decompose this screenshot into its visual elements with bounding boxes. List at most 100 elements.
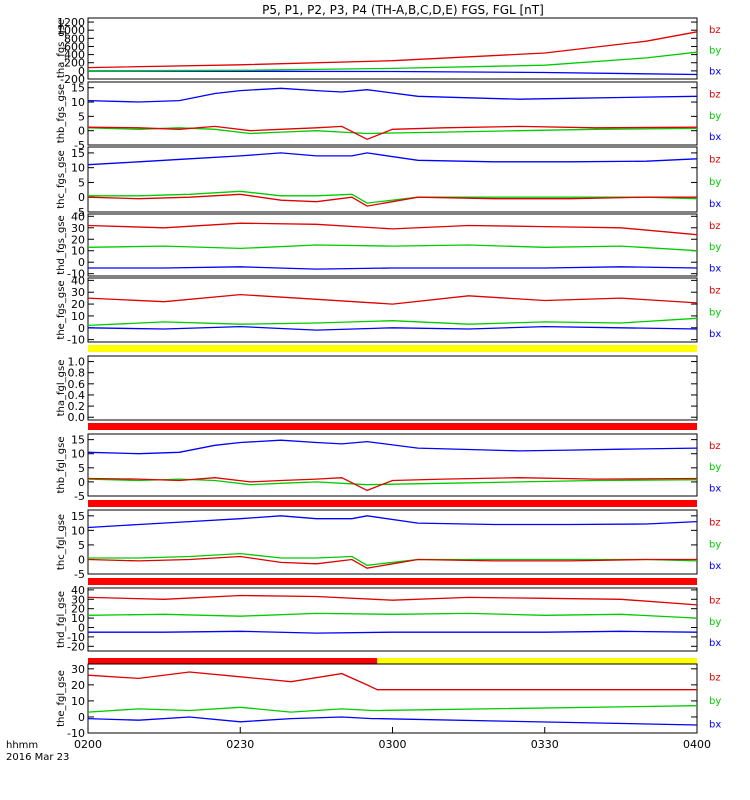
y-axis-label: thb_fgl_gse <box>56 437 67 494</box>
y-tick-label: 30 <box>71 286 85 299</box>
series-line-bx <box>87 70 698 76</box>
y-tick-label: -5 <box>74 206 85 219</box>
legend-bx: bx <box>709 329 721 340</box>
series-line-bx <box>87 515 698 529</box>
y-tick-label: -20 <box>67 640 85 653</box>
series-line-bx <box>88 266 698 270</box>
panel-thc_fgs_gse: -5 0 510 15 thc_fgs_gse bz by bx <box>56 146 721 219</box>
y-tick-label: 10 <box>71 524 85 537</box>
legend-bz: bz <box>709 89 721 100</box>
y-tick-label: 1200 <box>57 16 85 29</box>
x-tick-label: 0200 <box>74 738 102 751</box>
x-footer-date: 2016 Mar 23 <box>6 752 69 763</box>
y-tick-label: 30 <box>71 222 85 235</box>
legend-bz: bz <box>709 672 721 683</box>
y-tick-label: 200 <box>64 57 85 70</box>
y-tick-label: 0.4 <box>68 389 86 402</box>
y-tick-label: 10 <box>71 162 85 175</box>
y-tick-label: 800 <box>64 32 85 45</box>
y-tick-label: 5 <box>78 462 85 475</box>
y-tick-label: -10 <box>67 727 85 740</box>
y-tick-label: 15 <box>71 510 85 523</box>
legend-bx: bx <box>709 561 721 572</box>
series-line-bz <box>87 222 698 236</box>
y-tick-label: -5 <box>74 568 85 581</box>
y-tick-label: 0 <box>78 621 85 634</box>
series-line-by <box>87 127 698 135</box>
legend-by: by <box>709 242 721 253</box>
panel-frame <box>87 509 698 575</box>
legend-bx: bx <box>709 132 721 143</box>
legend-bx: bx <box>709 638 721 649</box>
y-axis-label: tha_fgs_gse <box>56 19 67 78</box>
y-tick-label: 0 <box>78 65 85 78</box>
panel-frame <box>87 146 698 213</box>
y-tick-label: 20 <box>71 298 85 311</box>
series-line-bx <box>87 439 698 455</box>
legend-by: by <box>709 111 721 122</box>
panel-frame <box>87 81 698 146</box>
y-tick-label: 20 <box>71 233 85 246</box>
series-line-bz <box>87 477 698 492</box>
legend-bx: bx <box>709 199 721 210</box>
panel-frame <box>87 587 698 652</box>
y-tick-label: -200 <box>60 73 85 86</box>
series-line-bx <box>87 716 698 726</box>
panel-frame <box>87 17 698 80</box>
legend-bx: bx <box>709 483 721 494</box>
y-tick-label: 1000 <box>57 24 85 37</box>
y-tick-label: 10 <box>71 612 85 625</box>
y-tick-label: 400 <box>64 49 85 62</box>
panel-frame <box>87 277 698 343</box>
series-line-bx <box>87 152 698 166</box>
y-axis-label: thc_fgs_gse <box>56 150 67 209</box>
y-tick-label: 0 <box>78 191 85 204</box>
y-tick-label: 0.2 <box>68 400 86 413</box>
series-line-by <box>87 705 698 713</box>
series-line-bz <box>87 555 697 569</box>
flag-bar <box>88 658 378 664</box>
y-tick-label: 0 <box>78 125 85 138</box>
y-tick-label: -10 <box>67 268 85 281</box>
y-tick-label: 10 <box>71 245 85 258</box>
legend-bz: bz <box>709 221 721 232</box>
y-tick-label: 10 <box>71 695 85 708</box>
y-tick-label: 600 <box>64 40 85 53</box>
series-line-by <box>87 478 698 486</box>
legend-by: by <box>709 46 721 57</box>
series-line-bz <box>87 193 697 207</box>
chart-title: P5, P1, P2, P3, P4 (TH-A,B,C,D,E) FGS, F… <box>262 3 544 17</box>
y-axis-label: thd_fgs_gse <box>56 215 67 274</box>
y-tick-label: 1.0 <box>68 356 86 369</box>
y-tick-label: 10 <box>71 448 85 461</box>
y-tick-label: 0.6 <box>68 378 86 391</box>
y-tick-label: 40 <box>71 274 85 287</box>
y-tick-label: 5 <box>78 110 85 123</box>
y-tick-label: -10 <box>67 334 85 347</box>
y-tick-label: 5 <box>78 539 85 552</box>
y-tick-label: 20 <box>71 679 85 692</box>
legend-by: by <box>709 177 721 188</box>
x-tick-label: 0400 <box>683 738 711 751</box>
series-line-bx <box>87 325 698 331</box>
y-tick-label: 40 <box>71 210 85 223</box>
legend-bx: bx <box>709 719 721 730</box>
y-axis-label: thd_fgl_gse <box>56 591 67 648</box>
series-line-bz <box>87 671 697 691</box>
legend-bz: bz <box>709 518 721 529</box>
series-line-by <box>87 51 698 72</box>
y-axis-label: thb_fgs_gse <box>56 84 67 143</box>
x-tick-label: 0300 <box>379 738 407 751</box>
y-tick-label: 0.8 <box>68 367 86 380</box>
series-line-bz <box>87 31 698 69</box>
series-line-by <box>87 244 698 252</box>
x-axis: 0200 0230 0300 0330 0400 <box>74 727 711 751</box>
y-tick-label: 15 <box>71 147 85 160</box>
